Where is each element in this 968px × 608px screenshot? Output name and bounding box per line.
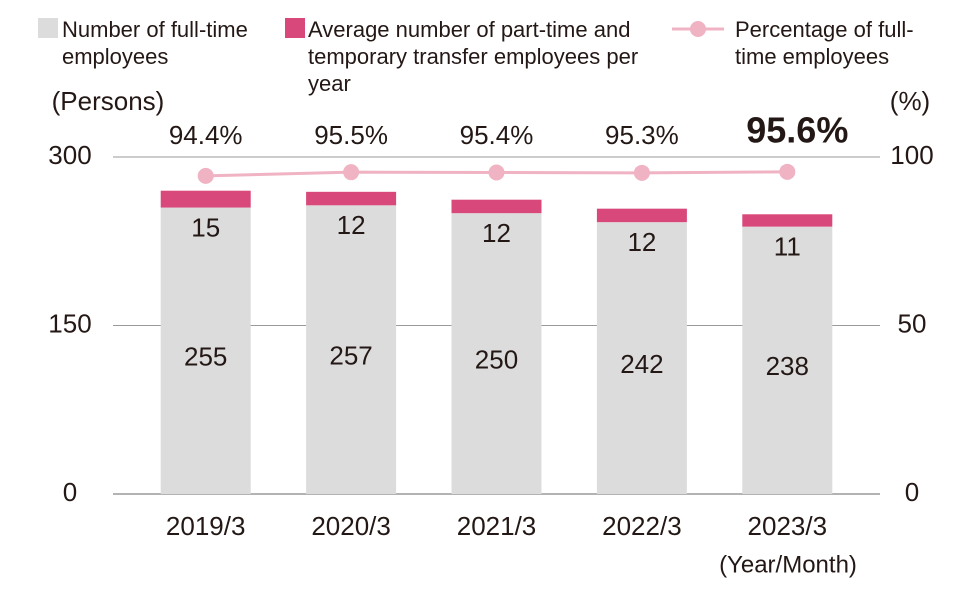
bar-segment [742,226,833,494]
x-tick-label: 2023/3 [748,511,828,541]
data-label: 238 [766,351,809,381]
bar-segment [160,207,251,495]
line-marker [779,163,796,180]
x-tick-label: 2020/3 [311,511,391,541]
bar-segment [742,214,833,227]
data-label: 11 [774,232,801,262]
x-tick-label: 2021/3 [457,511,537,541]
line-marker [488,164,505,181]
bar-segment [596,222,687,495]
x-axis-title: (Year/Month) [719,551,857,578]
data-label: 15 [191,212,220,242]
y2-tick-label: 100 [890,140,933,170]
legend-label: Average number of part-time and temporar… [308,17,639,96]
bar-segment [596,208,687,223]
y2-tick-label: 0 [905,477,919,507]
x-tick-label: 2022/3 [602,511,682,541]
line-marker [343,164,360,181]
legend-swatch [38,18,58,38]
data-label: 94.4% [169,120,243,150]
data-label: 95.6% [746,110,848,151]
legend-swatch [285,18,305,38]
y-tick-label: 300 [48,140,91,170]
legend-label: Number of full-time employees [62,17,248,69]
y-tick-label: 0 [63,477,77,507]
bar-segment [306,191,397,206]
data-label: 257 [329,341,372,371]
data-label: 250 [475,344,518,374]
legend-marker [690,21,706,37]
data-label: 95.3% [605,120,679,150]
bar-segment [451,199,542,214]
data-label: 95.4% [460,120,534,150]
data-label: 255 [184,342,227,372]
bar-segment [451,213,542,494]
y2-axis-title: (%) [890,86,930,116]
line-marker [197,167,214,184]
x-tick-label: 2019/3 [166,511,246,541]
data-label: 242 [620,349,663,379]
y2-tick-label: 50 [898,308,927,338]
bar-segment [160,190,251,208]
y-axis-title: (Persons) [52,86,165,116]
data-label: 95.5% [314,120,388,150]
data-label: 12 [482,218,511,248]
data-label: 12 [337,210,366,240]
data-label: 12 [627,227,656,257]
line-marker [633,164,650,181]
bar-segment [306,205,397,494]
legend-label: Percentage of full-time employees [735,17,914,69]
y-tick-label: 150 [48,308,91,338]
